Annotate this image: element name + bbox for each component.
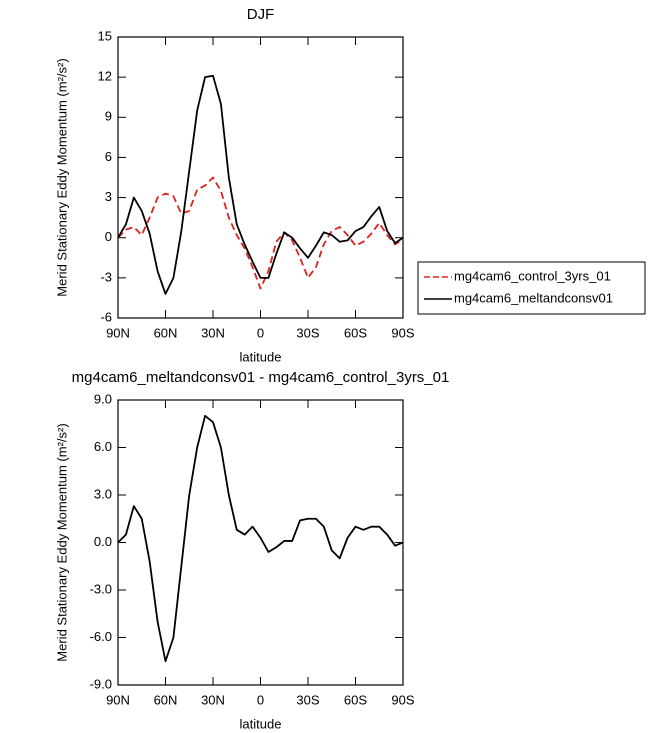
x-tick-label: 90S: [391, 325, 414, 340]
x-tick-label: 60N: [154, 692, 178, 707]
y-tick-label: -3: [100, 269, 112, 284]
plot-frame: [117, 399, 404, 686]
x-tick-label: 30S: [296, 692, 319, 707]
y-tick-label: 6.0: [94, 439, 112, 454]
y-tick-label: 0: [105, 229, 112, 244]
y-tick-label: -6.0: [90, 629, 112, 644]
x-tick-label: 90N: [106, 692, 130, 707]
x-tick-label: 90N: [106, 325, 130, 340]
x-tick-label: 0: [257, 325, 264, 340]
x-tick-label: 0: [257, 692, 264, 707]
data-line: [117, 74, 404, 295]
legend-box: [417, 261, 646, 315]
y-tick-label: 9: [105, 109, 112, 124]
x-tick-label: 60N: [154, 325, 178, 340]
legend-label: mg4cam6_meltandconsv01: [454, 290, 613, 305]
plot-frame: [117, 36, 404, 319]
chart: DJF latitude Merid Stationary Eddy Momentu…: [54, 6, 646, 364]
y-tick-label: 0.0: [94, 534, 112, 549]
y-tick-label: -3.0: [90, 581, 112, 596]
legend-label: mg4cam6_control_3yrs_01: [454, 268, 611, 283]
y-tick-label: 6: [105, 149, 112, 164]
data-line: [117, 414, 404, 663]
x-tick-label: 60S: [344, 692, 367, 707]
y-tick-label: -9.0: [90, 676, 112, 691]
x-tick-label: 30S: [296, 325, 319, 340]
x-tick-label: 30N: [201, 692, 225, 707]
y-tick-label: 9.0: [94, 391, 112, 406]
y-axis-label: Merid Stationary Eddy Momentum (m²/s²): [54, 58, 69, 296]
y-tick-label: 15: [98, 28, 112, 43]
chart: mg4cam6_meltandconsv01 - mg4cam6_control…: [54, 369, 449, 731]
y-axis-label: Merid Stationary Eddy Momentum (m²/s²): [54, 423, 69, 661]
x-tick-label: 90S: [391, 692, 414, 707]
y-tick-label: 3.0: [94, 486, 112, 501]
chart-title: mg4cam6_meltandconsv01 - mg4cam6_control…: [72, 369, 450, 386]
x-axis-label: latitude: [240, 349, 282, 364]
y-tick-label: 12: [98, 69, 112, 84]
chart-title: DJF: [247, 6, 275, 23]
x-axis-label: latitude: [240, 716, 282, 731]
data-line: [117, 176, 404, 290]
y-tick-label: -6: [100, 309, 112, 324]
x-tick-label: 60S: [344, 325, 367, 340]
y-tick-label: 3: [105, 189, 112, 204]
x-tick-label: 30N: [201, 325, 225, 340]
